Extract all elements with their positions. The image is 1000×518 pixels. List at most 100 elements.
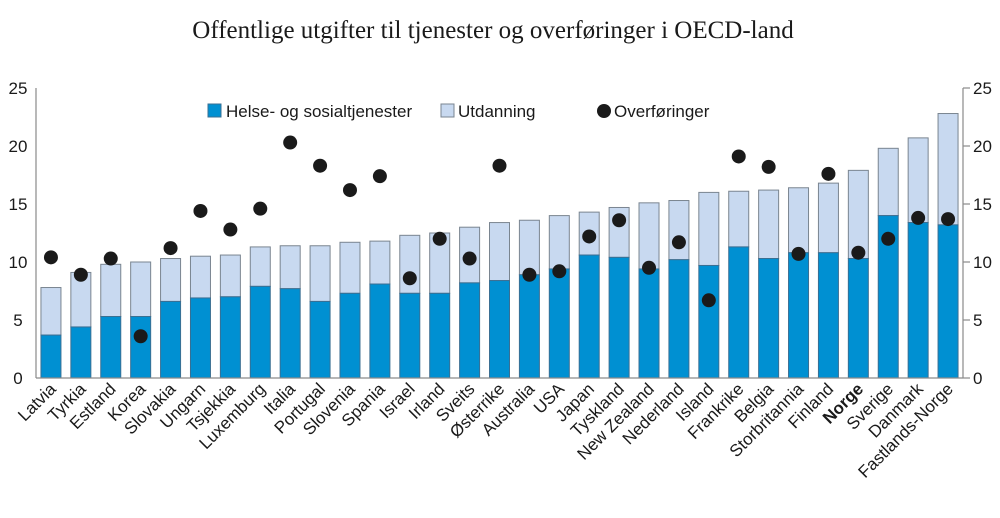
legend-marker-overforinger [597, 104, 611, 118]
bar-helse [160, 300, 182, 379]
y-tick-label-left: 5 [13, 311, 22, 330]
legend-label-overforinger: Overføringer [614, 102, 710, 121]
bar-utdanning [309, 245, 331, 302]
y-tick-label-left: 15 [9, 195, 28, 214]
legend-label-utdanning: Utdanning [458, 102, 536, 121]
bar-utdanning [369, 240, 391, 285]
bar-helse [817, 252, 839, 379]
dot-overforinger [911, 210, 926, 225]
dot-overforinger [462, 251, 477, 266]
legend-swatch-utdanning [440, 103, 455, 118]
dot-overforinger [851, 245, 866, 260]
bar-helse [189, 297, 211, 379]
bar-utdanning [160, 258, 182, 302]
bar-helse [847, 258, 869, 379]
bar-helse [668, 259, 690, 379]
dot-overforinger [223, 222, 238, 237]
legend-swatch-helse [207, 103, 222, 118]
dot-overforinger [372, 169, 387, 184]
dot-overforinger [432, 231, 447, 246]
bar-helse [578, 254, 600, 379]
dot-overforinger [103, 251, 118, 266]
bar-utdanning [817, 182, 839, 254]
legend-label-helse: Helse- og sosialtjenester [226, 102, 412, 121]
bar-helse [279, 288, 301, 379]
bar-utdanning [877, 147, 899, 217]
y-tick-label-right: 25 [973, 79, 992, 98]
dot-overforinger [193, 203, 208, 218]
bar-helse [309, 300, 331, 379]
bar-helse [399, 292, 421, 379]
y-tick-label-right: 20 [973, 137, 992, 156]
bar-utdanning [40, 287, 62, 336]
legend: Helse- og sosialtjenester Utdanning Over… [207, 102, 710, 121]
dot-overforinger [283, 135, 298, 150]
bar-helse [937, 224, 959, 379]
bar-utdanning [907, 137, 929, 224]
bar-utdanning [489, 222, 510, 282]
bar-helse [130, 316, 152, 379]
y-tick-label-right: 0 [973, 369, 982, 388]
y-tick-label-left: 25 [9, 79, 28, 98]
bar-utdanning [130, 261, 152, 318]
y-tick-label-right: 10 [973, 253, 992, 272]
bar-helse [429, 292, 451, 379]
bar-utdanning [189, 255, 211, 299]
dot-overforinger [761, 159, 776, 174]
bar-utdanning [548, 215, 570, 270]
dot-overforinger [342, 183, 357, 198]
bar-utdanning [339, 241, 361, 294]
bar-utdanning [638, 202, 660, 270]
bar-helse [369, 283, 391, 379]
bar-utdanning [788, 187, 810, 254]
bar-helse [728, 246, 750, 379]
y-tick-label-left: 0 [13, 369, 22, 388]
dot-overforinger [642, 260, 657, 275]
dot-overforinger [73, 267, 88, 282]
bar-helse [40, 334, 62, 379]
bar-utdanning [518, 219, 540, 276]
dot-overforinger [701, 293, 716, 308]
dot-overforinger [671, 235, 686, 250]
bar-helse [638, 268, 660, 379]
bar-utdanning [728, 190, 750, 248]
bar-helse [249, 285, 271, 379]
bar-utdanning [249, 246, 271, 287]
bar-helse [788, 252, 810, 379]
bar-helse [70, 326, 92, 379]
bar-utdanning [100, 263, 122, 318]
dot-overforinger [791, 246, 806, 261]
bar-helse [489, 280, 510, 379]
dot-overforinger [492, 158, 507, 173]
bar-helse [907, 222, 929, 379]
bar-utdanning [758, 189, 780, 260]
dot-overforinger [313, 158, 328, 173]
dot-overforinger [43, 250, 58, 265]
bar-helse [698, 264, 720, 379]
dot-overforinger [731, 149, 746, 164]
bar-helse [518, 274, 540, 379]
bar-utdanning [937, 113, 959, 226]
bar-helse [548, 268, 570, 379]
dot-overforinger [402, 271, 417, 286]
dot-overforinger [582, 229, 597, 244]
dot-overforinger [163, 241, 178, 256]
bar-utdanning [668, 200, 690, 261]
dot-overforinger [133, 329, 148, 344]
dot-overforinger [552, 264, 567, 279]
dot-overforinger [253, 201, 268, 216]
bar-utdanning [847, 169, 869, 260]
dot-overforinger [612, 213, 627, 228]
bar-utdanning [698, 191, 720, 266]
chart-title: Offentlige utgifter til tjenester og ove… [192, 17, 794, 44]
bar-utdanning [279, 245, 301, 290]
y-tick-label-left: 20 [9, 137, 28, 156]
dot-overforinger [881, 231, 896, 246]
y-tick-label-right: 5 [973, 311, 982, 330]
bar-helse [219, 296, 241, 379]
bar-helse [459, 282, 481, 379]
dot-overforinger [522, 267, 537, 282]
dot-overforinger [821, 166, 836, 181]
